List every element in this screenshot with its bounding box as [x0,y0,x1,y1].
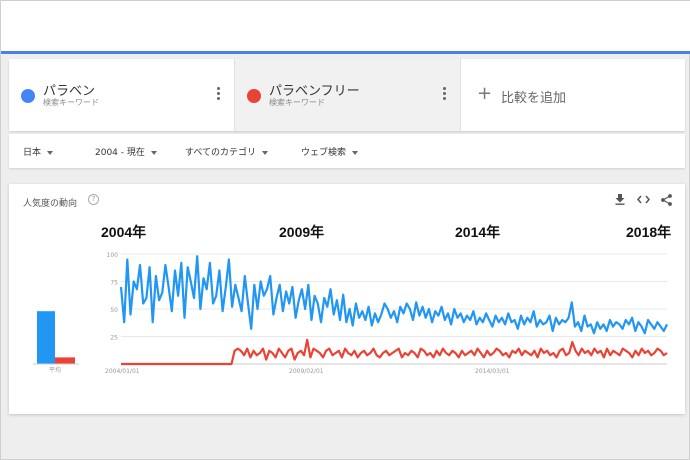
series-line-2 [121,338,668,366]
more-vert-icon[interactable] [443,87,446,101]
help-icon[interactable]: ? [88,194,99,205]
series-line-1 [119,255,668,335]
year-label: 2018年 [626,224,672,240]
term-name: パラベンフリー [269,83,360,98]
caret-down-icon [47,150,54,155]
y-tick-label: 75 [110,280,118,287]
plus-icon: + [477,83,493,104]
search-type-dropdown[interactable]: ウェブ検索 [301,145,359,158]
add-comparison-label: 比較を追加 [501,91,567,106]
term-subtitle: 検索キーワード [269,98,325,107]
average-bar [37,311,55,364]
term-name: パラベン [43,83,96,98]
download-icon[interactable] [615,194,625,208]
year-label: 2009年 [279,224,325,240]
caret-down-icon [150,150,157,155]
y-tick-label: 25 [110,335,118,342]
term-color-dot [21,89,35,103]
category-dropdown[interactable]: すべてのカテゴリ [185,145,269,158]
search-type-value: ウェブ検索 [301,148,347,158]
search-terms-bar: パラベン 検索キーワード パラベンフリー 検索キーワード + 比較を追加 [9,59,685,131]
caret-down-icon [352,150,359,155]
card-title: 人気度の動向 [23,199,78,209]
year-label: 2004年 [101,224,147,240]
top-accent-line [1,51,690,54]
term-card-2[interactable]: パラベンフリー 検索キーワード [235,59,461,131]
y-tick-label: 50 [110,307,118,314]
term-color-dot [247,89,261,103]
caret-down-icon [262,150,269,155]
period-value: 2004 - 現在 [95,148,145,158]
x-tick-label: 2009/02/01 [289,368,324,375]
region-dropdown[interactable]: 日本 [23,145,54,158]
embed-code-icon[interactable] [637,194,650,208]
interest-over-time-card: 人気度の動向 ? 2004年 2009年 2014年 2018年 100 75 50… [9,184,685,414]
term-subtitle: 検索キーワード [43,98,99,107]
term-card-1[interactable]: パラベン 検索キーワード [9,59,235,131]
top-bar [1,1,690,51]
year-label: 2014年 [455,224,501,240]
share-icon[interactable] [661,194,672,209]
trend-chart: 100 75 50 25 2004/01/01 2009/02/01 2014/03/01 平… [33,252,668,375]
x-tick-label: 2014/03/01 [475,368,510,375]
average-label: 平均 [49,366,61,374]
more-vert-icon[interactable] [217,87,220,101]
period-dropdown[interactable]: 2004 - 現在 [95,145,157,158]
y-tick-label: 100 [107,252,119,259]
region-value: 日本 [23,148,42,158]
category-value: すべてのカテゴリ [185,148,257,158]
x-tick-label: 2004/01/01 [105,368,140,375]
add-comparison-button[interactable]: + 比較を追加 [461,59,685,131]
filter-bar: 日本 2004 - 現在 すべてのカテゴリ ウェブ検索 [9,134,685,168]
average-bar [55,357,75,364]
